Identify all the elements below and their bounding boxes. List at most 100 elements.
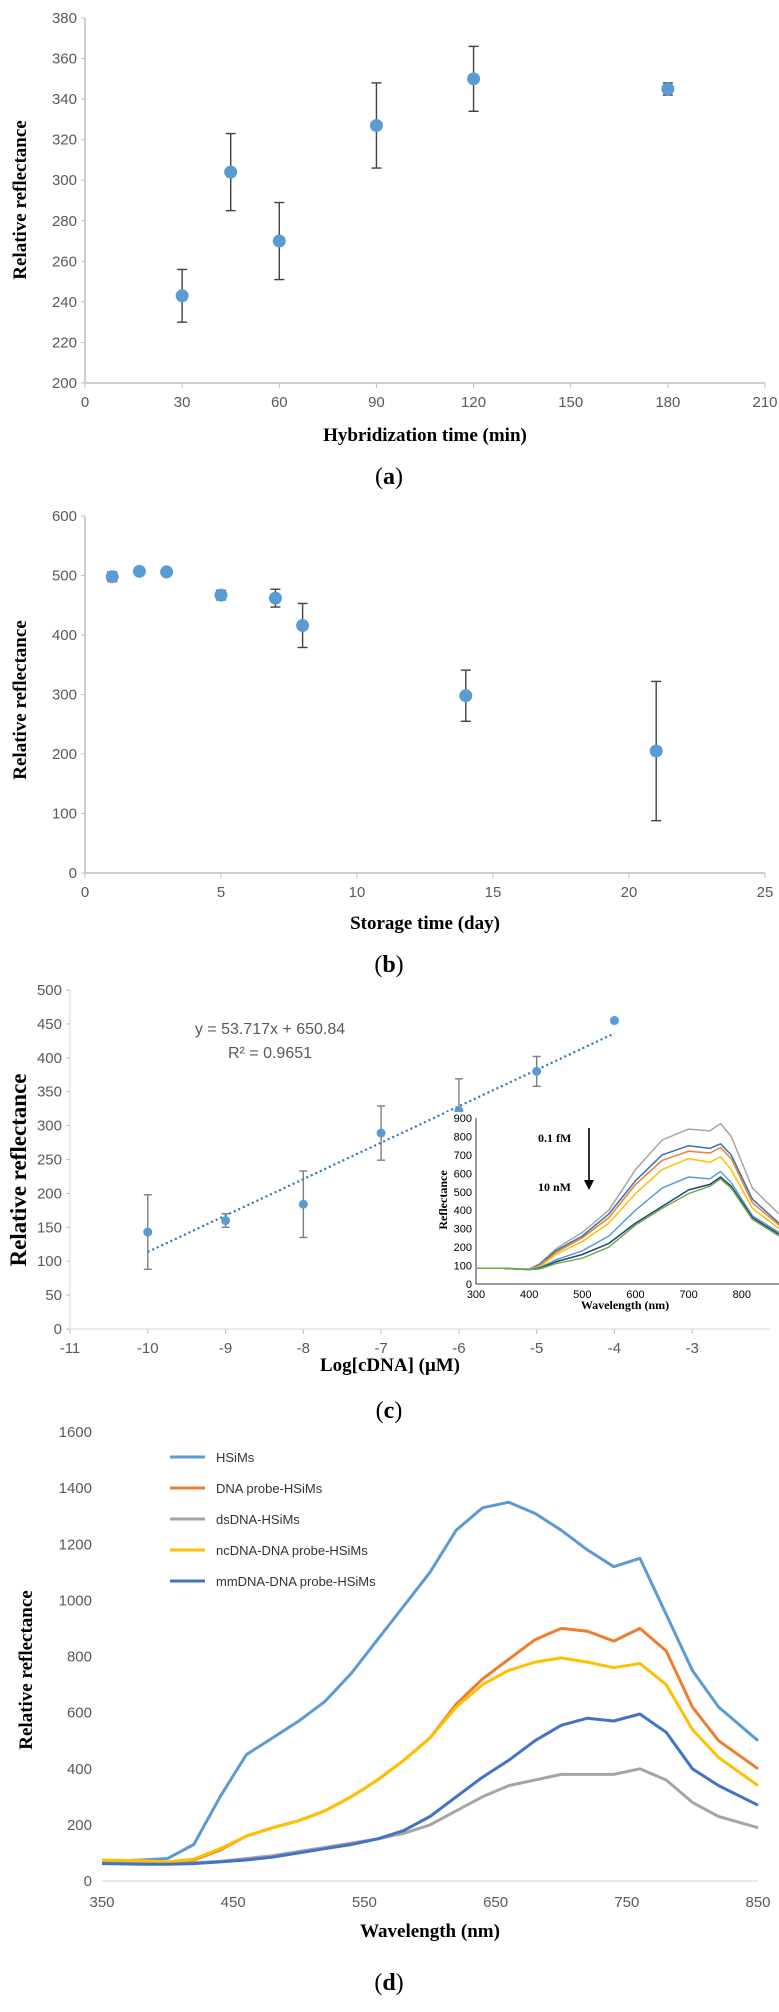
- chart-a-data-point: [467, 72, 481, 86]
- chart-d-x-tick: 450: [221, 1894, 246, 1911]
- chart-c-x-tick: -6: [452, 1340, 465, 1357]
- chart-a-x-tick: 0: [81, 394, 89, 411]
- chart-a-data-point: [369, 118, 383, 132]
- chart-b-y-label: Relative reflectance: [10, 620, 31, 779]
- chart-b-data-point: [459, 689, 473, 703]
- chart-d-legend-label: mmDNA-DNA probe-HSiMs: [216, 1574, 376, 1589]
- chart-c-data-point: [143, 1227, 153, 1237]
- chart-a-y-tick: 200: [52, 375, 77, 392]
- chart-d-y-tick: 800: [67, 1649, 92, 1666]
- chart-d-x-tick: 350: [89, 1894, 114, 1911]
- inset-x-tick: 600: [626, 1289, 644, 1301]
- chart-b-y-tick: 0: [69, 865, 77, 882]
- chart-d-legend-label: DNA probe-HSiMs: [216, 1481, 323, 1496]
- chart-c-y-tick: 250: [37, 1152, 62, 1169]
- chart-c-y-tick: 50: [45, 1287, 62, 1304]
- chart-a-data-point: [175, 289, 189, 303]
- chart-c-y-tick: 100: [37, 1253, 62, 1270]
- chart-d-x-tick: 550: [352, 1894, 377, 1911]
- chart-b-x-tick: 10: [349, 884, 366, 901]
- chart-b-data-point: [160, 565, 174, 579]
- chart-a-x-tick: 150: [558, 394, 583, 411]
- chart-c-y-tick: 350: [37, 1084, 62, 1101]
- chart-c-data-point: [298, 1199, 308, 1209]
- chart-b-data-point: [296, 618, 310, 632]
- chart-a-x-tick: 30: [174, 394, 191, 411]
- chart-a: 200 220 240 260 280 300 320 340 360 380 0 30 60 90 12…: [10, 10, 778, 446]
- chart-c-y-tick: 450: [37, 1016, 62, 1033]
- chart-b-x-tick: 0: [81, 884, 89, 901]
- chart-d-y-tick: 1400: [59, 1480, 92, 1497]
- inset-arrow-head-icon: [584, 1180, 594, 1190]
- chart-a-data-point: [224, 165, 238, 179]
- inset-series-line: [476, 1178, 779, 1271]
- chart-d-y-tick: 400: [67, 1761, 92, 1778]
- chart-c-x-tick: -4: [608, 1340, 621, 1357]
- chart-a-data-point: [661, 82, 675, 96]
- inset-y-tick: 400: [454, 1205, 472, 1217]
- chart-d-x-tick: 650: [483, 1894, 508, 1911]
- inset-x-tick: 400: [520, 1289, 538, 1301]
- inset-x-tick: 700: [679, 1289, 697, 1301]
- chart-d-y-tick: 1600: [59, 1424, 92, 1441]
- chart-b-data-point: [105, 570, 119, 584]
- chart-b-y-tick: 100: [52, 806, 77, 823]
- chart-c-y-tick: 150: [37, 1219, 62, 1236]
- chart-d-y-tick: 1000: [59, 1592, 92, 1609]
- chart-d-x-tick: 850: [745, 1894, 770, 1911]
- chart-a-y-tick: 220: [52, 334, 77, 351]
- chart-a-y-tick: 360: [52, 51, 77, 68]
- chart-c-data-point: [221, 1216, 231, 1226]
- inset-y-tick: 100: [454, 1261, 472, 1273]
- chart-b-y-tick: 300: [52, 687, 77, 704]
- chart-b-y-tick: 400: [52, 627, 77, 644]
- chart-a-x-tick: 120: [461, 394, 486, 411]
- chart-d-legend-label: ncDNA-DNA probe-HSiMs: [216, 1543, 368, 1558]
- inset-y-tick: 900: [454, 1113, 472, 1125]
- panel-label-b: (b): [374, 952, 403, 978]
- inset-x-tick: 500: [573, 1289, 591, 1301]
- chart-a-y-tick: 300: [52, 172, 77, 189]
- chart-d-series-line: [101, 1500, 759, 1863]
- chart-c-x-tick: -8: [297, 1340, 310, 1357]
- chart-b-y-tick: 600: [52, 508, 77, 525]
- chart-b-data-point: [649, 744, 663, 758]
- chart-b-y-tick: 500: [52, 568, 77, 585]
- inset-y-tick: 800: [454, 1131, 472, 1143]
- chart-b-x-tick: 15: [485, 884, 502, 901]
- chart-c-data-point: [532, 1066, 542, 1076]
- chart-d-y-tick: 200: [67, 1817, 92, 1834]
- chart-a-y-tick: 340: [52, 91, 77, 108]
- chart-c-x-tick: -5: [530, 1340, 543, 1357]
- inset-y-tick: 200: [454, 1242, 472, 1254]
- chart-b-x-label: Storage time (day): [350, 913, 500, 934]
- inset-y-tick: 0: [466, 1279, 472, 1291]
- chart-c-x-tick: -10: [137, 1340, 159, 1357]
- inset-y-tick: 600: [454, 1168, 472, 1180]
- chart-a-x-label: Hybridization time (min): [323, 425, 527, 446]
- chart-c-x-tick: -3: [686, 1340, 699, 1357]
- chart-a-y-tick: 240: [52, 294, 77, 311]
- chart-b-x-tick: 25: [757, 884, 774, 901]
- inset-background: [445, 1112, 779, 1312]
- chart-d-legend-label: dsDNA-HSiMs: [216, 1512, 300, 1527]
- chart-c-data-point: [609, 1016, 619, 1026]
- chart-b-data-point: [214, 588, 228, 602]
- inset-x-tick: 300: [467, 1289, 485, 1301]
- chart-d-y-tick: 600: [67, 1705, 92, 1722]
- chart-a-y-tick: 380: [52, 10, 77, 27]
- panel-label-a: (a): [375, 464, 403, 490]
- chart-c-y-label: Relative reflectance: [6, 1073, 31, 1266]
- inset-y-tick: 300: [454, 1224, 472, 1236]
- chart-d-series-line: [101, 1656, 759, 1864]
- chart-d-x-tick: 750: [614, 1894, 639, 1911]
- chart-b: 0 100 200 300 400 500 600 0 5 10 15 20 25 Storage t…: [10, 508, 773, 934]
- chart-c-y-tick: 400: [37, 1050, 62, 1067]
- chart-c: 0 50 100 150 200 250 300 350 400 450 500 -11 -10 -9 -…: [6, 982, 779, 1376]
- chart-a-y-label: Relative reflectance: [10, 120, 31, 279]
- chart-b-x-tick: 20: [621, 884, 638, 901]
- inset-y-tick: 700: [454, 1150, 472, 1162]
- chart-d-y-tick: 1200: [59, 1536, 92, 1553]
- inset-x-label: Wavelength (nm): [581, 1298, 669, 1312]
- chart-a-y-tick: 280: [52, 213, 77, 230]
